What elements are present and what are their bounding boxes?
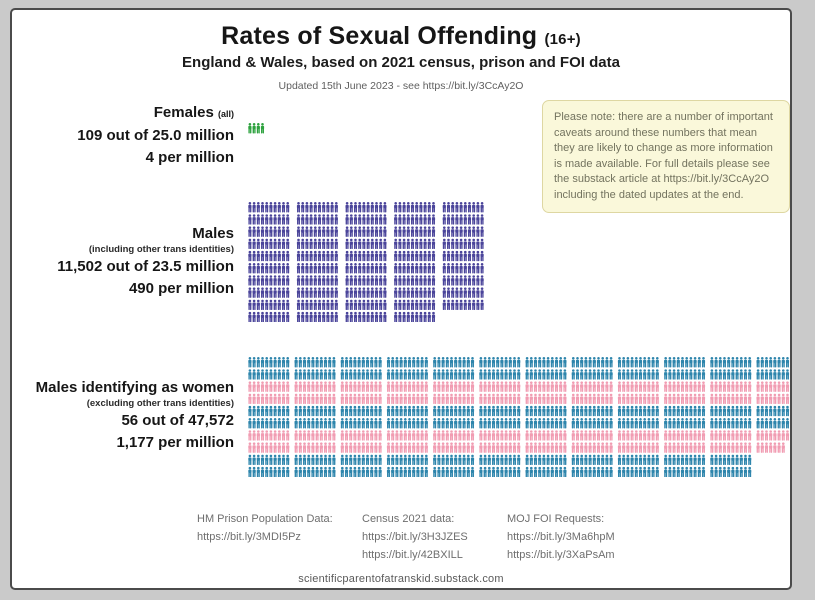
group-title: Males bbox=[192, 225, 234, 242]
source-foi-requests: MOJ FOI Requests: https://bit.ly/3Ma6hpM… bbox=[507, 510, 615, 564]
source-link: https://bit.ly/3MDI5Pz bbox=[197, 531, 301, 543]
subtitle: England & Wales, based on 2021 census, p… bbox=[182, 54, 620, 71]
group-rate-stat: 1,177 per million bbox=[116, 434, 234, 451]
source-census-data: Census 2021 data: https://bit.ly/3H3JZES… bbox=[362, 510, 468, 564]
page-title: Rates of Sexual Offending (16+) bbox=[12, 22, 790, 51]
infographic-card: Rates of Sexual Offending (16+) England … bbox=[10, 8, 792, 590]
group-label-females: Females (all) 109 out of 25.0 million 4 … bbox=[12, 102, 234, 169]
source-link: https://bit.ly/3Ma6hpM bbox=[507, 531, 615, 543]
group-rate-stat: 490 per million bbox=[128, 280, 234, 297]
group-title-note: (excluding other trans identities) bbox=[86, 398, 234, 409]
group-rate-stat: 4 per million bbox=[145, 149, 234, 166]
source-title: HM Prison Population Data: bbox=[197, 513, 333, 525]
source-title: MOJ FOI Requests: bbox=[507, 513, 605, 525]
source-title: Census 2021 data: bbox=[362, 513, 455, 525]
updated-note: Updated 15th June 2023 - see https://bit… bbox=[278, 80, 524, 92]
title-age-suffix: (16+) bbox=[544, 31, 581, 48]
group-count-stat: 109 out of 25.0 million bbox=[77, 127, 234, 144]
website-credit: scientificparentofatranskid.substack.com bbox=[298, 573, 504, 585]
group-title: Males identifying as women bbox=[35, 379, 234, 396]
pictogram-males bbox=[248, 202, 484, 323]
pictogram-males-identifying-as-women bbox=[248, 357, 790, 478]
group-label-males-identifying-as-women: Males identifying as women (excluding ot… bbox=[12, 378, 234, 454]
pictogram-females bbox=[248, 123, 290, 134]
title-text: Rates of Sexual Offending bbox=[221, 22, 538, 50]
caveat-note-box: Please note: there are a number of impor… bbox=[542, 100, 790, 213]
group-count-stat: 11,502 out of 23.5 million bbox=[57, 258, 234, 275]
group-count-stat: 56 out of 47,572 bbox=[121, 412, 234, 429]
source-prison-data: HM Prison Population Data: https://bit.l… bbox=[197, 510, 333, 546]
group-title: Females (all) bbox=[153, 104, 234, 121]
source-link: https://bit.ly/42BXILL bbox=[362, 549, 463, 561]
group-title-note: (including other trans identities) bbox=[88, 244, 234, 255]
group-label-males: Males (including other trans identities)… bbox=[12, 224, 234, 300]
source-link: https://bit.ly/3H3JZES bbox=[362, 531, 468, 543]
group-title-note: (all) bbox=[217, 109, 234, 119]
source-link: https://bit.ly/3XaPsAm bbox=[507, 549, 615, 561]
